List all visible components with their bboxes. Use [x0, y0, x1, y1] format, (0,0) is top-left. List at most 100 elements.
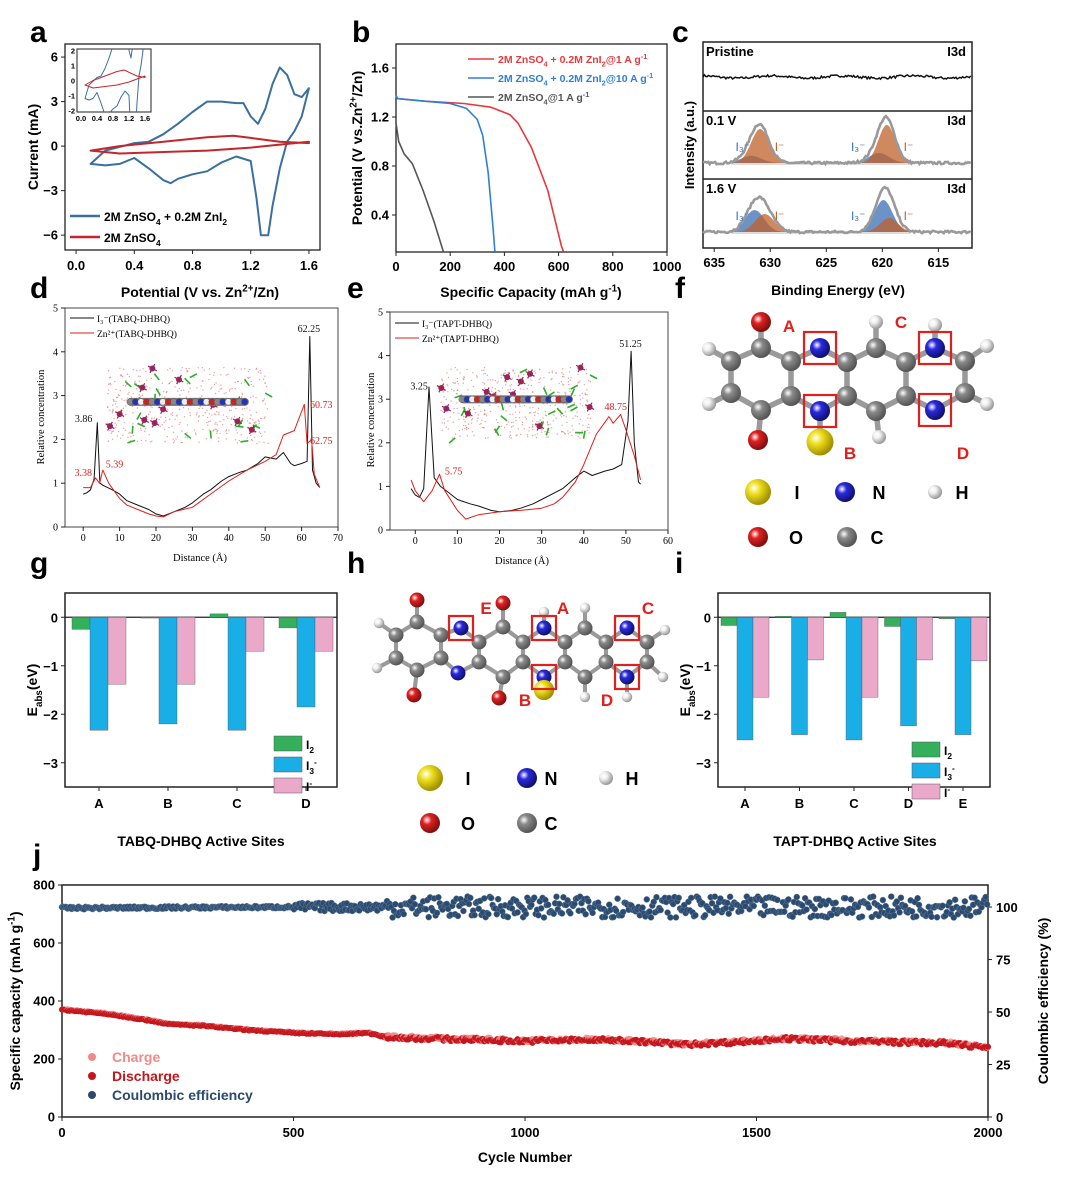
water-dot	[212, 374, 215, 377]
water-dot	[182, 389, 185, 391]
water-dot	[158, 418, 160, 421]
water-dot	[198, 441, 200, 443]
water-dot	[519, 433, 522, 436]
water-dot	[567, 377, 570, 379]
water-dot	[512, 370, 515, 372]
zn-complex-bond	[529, 369, 533, 375]
water-dot	[253, 436, 256, 439]
coulombic-efficiency-point	[553, 893, 560, 900]
coulombic-efficiency-point	[639, 904, 646, 911]
water-dot	[563, 432, 566, 435]
water-dot	[586, 389, 588, 391]
water-dot	[252, 419, 254, 421]
water-dot	[530, 384, 533, 387]
water-dot	[447, 385, 449, 387]
legend-atom-label: C	[871, 528, 884, 548]
y-tick-label: 0	[51, 610, 58, 625]
water-dot	[228, 429, 230, 431]
water-dot	[216, 430, 219, 432]
water-dot	[565, 403, 568, 405]
water-dot	[242, 414, 244, 416]
zn-complex-bond	[525, 370, 531, 375]
active-site-box	[530, 663, 558, 691]
coulombic-efficiency-point	[701, 912, 709, 919]
water-dot	[467, 407, 470, 410]
anion-stick	[500, 415, 508, 422]
water-dot	[165, 420, 167, 422]
water-dot	[526, 434, 528, 436]
water-dot	[162, 390, 165, 393]
water-dot	[181, 366, 184, 369]
water-dot	[114, 403, 117, 405]
water-dot	[246, 407, 248, 409]
x-tick-label: 70	[333, 533, 343, 544]
plot-frame	[389, 311, 669, 531]
water-dot	[449, 416, 452, 418]
y-axis-title: Current (mA)	[25, 104, 41, 190]
water-dot	[207, 424, 209, 426]
water-dot	[231, 387, 233, 390]
zn-complex-bond	[158, 406, 164, 410]
bar-i2-d	[884, 617, 901, 627]
water-dot	[510, 421, 513, 424]
water-dot	[472, 385, 475, 388]
atom-c	[495, 619, 511, 635]
water-dot	[264, 416, 266, 418]
water-dot	[180, 389, 182, 392]
water-dot	[443, 418, 446, 420]
anion-stick	[131, 425, 134, 434]
water-dot	[176, 414, 178, 416]
water-dot	[538, 368, 541, 371]
water-dot	[241, 408, 244, 410]
right-y-axis-title: Coulombic efficiency (%)	[1035, 918, 1051, 1084]
atom-n	[810, 338, 830, 358]
water-dot	[119, 389, 122, 392]
bar-i3-d	[296, 617, 316, 708]
water-dot	[489, 404, 491, 406]
water-dot	[215, 411, 218, 413]
water-dot	[481, 369, 483, 372]
peak-annotation: 5.75	[445, 467, 463, 478]
water-dot	[507, 421, 510, 423]
inset-y-tick-label: -2	[68, 107, 75, 116]
water-dot	[140, 439, 143, 442]
water-dot	[200, 385, 202, 387]
peak-annotation: 48.75	[605, 402, 628, 413]
water-dot	[546, 422, 549, 424]
water-dot	[554, 404, 556, 407]
atom-c	[896, 352, 916, 372]
water-dot	[210, 388, 212, 390]
water-dot	[463, 376, 465, 378]
water-dot	[551, 370, 554, 372]
x-tick-label: 2000	[974, 1125, 1003, 1140]
water-dot	[467, 423, 470, 425]
water-dot	[445, 398, 447, 401]
water-dot	[527, 384, 530, 386]
water-dot	[517, 384, 519, 387]
water-dot	[514, 411, 517, 413]
water-dot	[544, 410, 547, 413]
y-tick-label: 3	[378, 395, 383, 406]
active-site-box	[613, 663, 641, 691]
legend-label: I-	[306, 778, 312, 794]
active-site-label: A	[783, 317, 795, 336]
water-dot	[211, 414, 213, 416]
y-tick-label: 3	[53, 391, 58, 402]
water-dot	[501, 387, 504, 389]
legend-label: 2M ZnSO4 + 0.2M ZnI2@10 A g-1	[498, 71, 653, 88]
y-tick-label: 1	[378, 482, 383, 493]
legend-atom-label: C	[545, 814, 558, 834]
water-dot	[259, 372, 262, 374]
water-dot	[561, 368, 564, 370]
water-dot	[259, 432, 262, 435]
anion-stick	[570, 406, 578, 412]
active-site-label: B	[844, 444, 856, 463]
water-dot	[544, 414, 547, 416]
bar-i2-d	[278, 617, 298, 629]
water-dot	[164, 441, 166, 443]
bar-i-c	[861, 617, 879, 698]
water-dot	[112, 409, 114, 412]
water-dot	[115, 396, 118, 399]
water-dot	[151, 417, 153, 419]
water-dot	[127, 393, 129, 395]
